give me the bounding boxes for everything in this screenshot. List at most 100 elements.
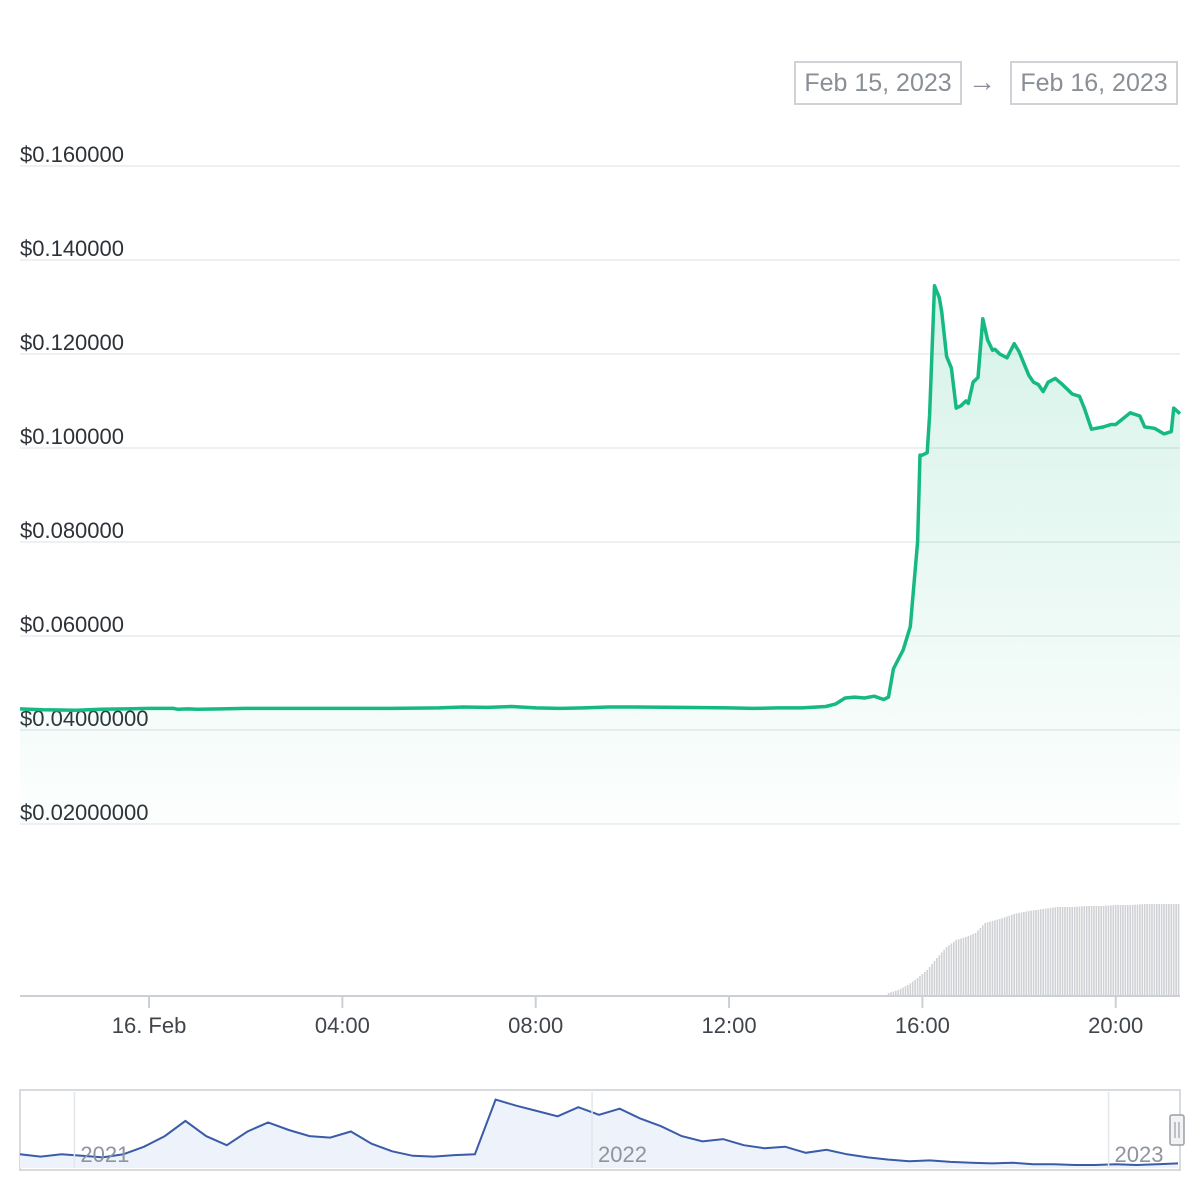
- volume-bar: [1117, 905, 1119, 995]
- volume-bar: [933, 961, 936, 995]
- navigator-year-label: 2021: [80, 1142, 129, 1167]
- navigator[interactable]: 2021 2022 2023: [19, 1089, 1185, 1171]
- volume-bar: [890, 992, 892, 995]
- volume-bar: [899, 988, 902, 995]
- volume-bar: [916, 978, 919, 995]
- volume-bar: [1105, 905, 1107, 995]
- volume-bar: [887, 993, 890, 995]
- volume-bar: [938, 955, 941, 995]
- volume-bar: [1003, 917, 1006, 995]
- navigator-line: [19, 1098, 1179, 1167]
- volume-bar: [1076, 906, 1078, 995]
- volume-bar: [1122, 905, 1124, 995]
- volume-bar: [974, 933, 977, 995]
- volume-bar: [895, 990, 897, 995]
- volume-bar: [911, 981, 914, 995]
- volume-bar: [945, 947, 948, 995]
- volume-bar: [1175, 904, 1177, 995]
- volume-bar: [1141, 904, 1144, 995]
- volume-bar: [1146, 904, 1148, 995]
- volume-bar: [1148, 904, 1151, 995]
- volume-bar: [1049, 908, 1052, 995]
- y-tick-label: $0.160000: [20, 142, 124, 167]
- volume-bar: [996, 919, 999, 995]
- volume-bar: [1037, 909, 1040, 995]
- volume-bar: [957, 939, 960, 995]
- volume-bar: [1069, 907, 1071, 995]
- volume-bar: [998, 919, 1001, 995]
- volume-bar: [1056, 907, 1059, 995]
- volume-bar: [1035, 910, 1037, 995]
- x-tick-label: 08:00: [508, 1013, 563, 1038]
- volume-bar: [1032, 910, 1035, 995]
- volume-bar: [1066, 907, 1069, 995]
- x-tick-label: 20:00: [1088, 1013, 1143, 1038]
- y-tick-label: $0.140000: [20, 236, 124, 261]
- volume-bar: [1025, 911, 1028, 995]
- volume-bar: [924, 972, 926, 995]
- volume-bar: [907, 985, 909, 995]
- volume-bar: [1052, 907, 1054, 995]
- volume-bar: [1020, 912, 1023, 995]
- navigator-year-label: 2023: [1115, 1142, 1164, 1167]
- volume-bar: [1061, 907, 1064, 995]
- x-tick-label: 16. Feb: [112, 1013, 187, 1038]
- volume-bar: [1158, 904, 1161, 995]
- volume-bar: [1088, 906, 1090, 995]
- volume-bar: [1102, 905, 1105, 995]
- volume-bar: [1124, 905, 1127, 995]
- volume-bar: [967, 936, 970, 995]
- volume-bar: [982, 925, 984, 995]
- x-tick-label: 16:00: [895, 1013, 950, 1038]
- volume-bar: [1134, 904, 1136, 995]
- volume-bar: [928, 967, 931, 995]
- volume-bars: [887, 904, 1180, 995]
- volume-bar: [948, 945, 950, 995]
- volume-bar: [902, 987, 904, 995]
- range-start-date[interactable]: Feb 15, 2023: [794, 61, 962, 105]
- volume-bar: [1139, 904, 1141, 995]
- volume-bar: [1153, 904, 1156, 995]
- navigator-year-labels: 2021 2022 2023: [73, 1092, 1164, 1168]
- x-axis-labels: 16. Feb 04:00 08:00 12:00 16:00 20:00: [112, 996, 1143, 1038]
- volume-bar: [1001, 918, 1003, 995]
- volume-bar: [1127, 905, 1129, 995]
- volume-bar: [1170, 904, 1173, 995]
- volume-bar: [904, 986, 907, 995]
- volume-bar: [1047, 908, 1049, 995]
- volume-bar: [1112, 905, 1115, 995]
- navigator-handle[interactable]: [1169, 1114, 1185, 1146]
- volume-bar: [1013, 914, 1016, 995]
- volume-bar: [1093, 906, 1095, 995]
- volume-bar: [1006, 916, 1008, 995]
- volume-bar: [960, 938, 962, 995]
- volume-bar: [1042, 909, 1045, 995]
- volume-bar: [979, 928, 982, 995]
- volume-bar: [1136, 904, 1139, 995]
- volume-bar: [965, 937, 967, 995]
- volume-bar: [1064, 907, 1066, 995]
- volume-bar: [1078, 906, 1081, 995]
- volume-bar: [1011, 914, 1013, 995]
- volume-bar: [1107, 905, 1110, 995]
- volume-bar: [931, 964, 933, 995]
- volume-bar: [1114, 905, 1117, 995]
- volume-bar: [1018, 913, 1020, 995]
- volume-bar: [950, 943, 953, 995]
- range-end-date[interactable]: Feb 16, 2023: [1010, 61, 1178, 105]
- volume-bar: [1165, 904, 1168, 995]
- volume-bar: [914, 979, 916, 995]
- volume-bar: [1023, 912, 1025, 995]
- volume-bar: [977, 930, 979, 995]
- volume-bar: [892, 991, 895, 995]
- navigator-year-label: 2022: [598, 1142, 647, 1167]
- volume-bar: [1129, 905, 1132, 995]
- volume-bar: [1073, 906, 1076, 995]
- volume-bar: [1119, 905, 1122, 995]
- volume-bar: [909, 983, 912, 995]
- volume-bar: [1095, 906, 1098, 995]
- volume-bar: [955, 940, 958, 995]
- volume-bar: [1027, 911, 1030, 995]
- navigator-area: [20, 1099, 1178, 1168]
